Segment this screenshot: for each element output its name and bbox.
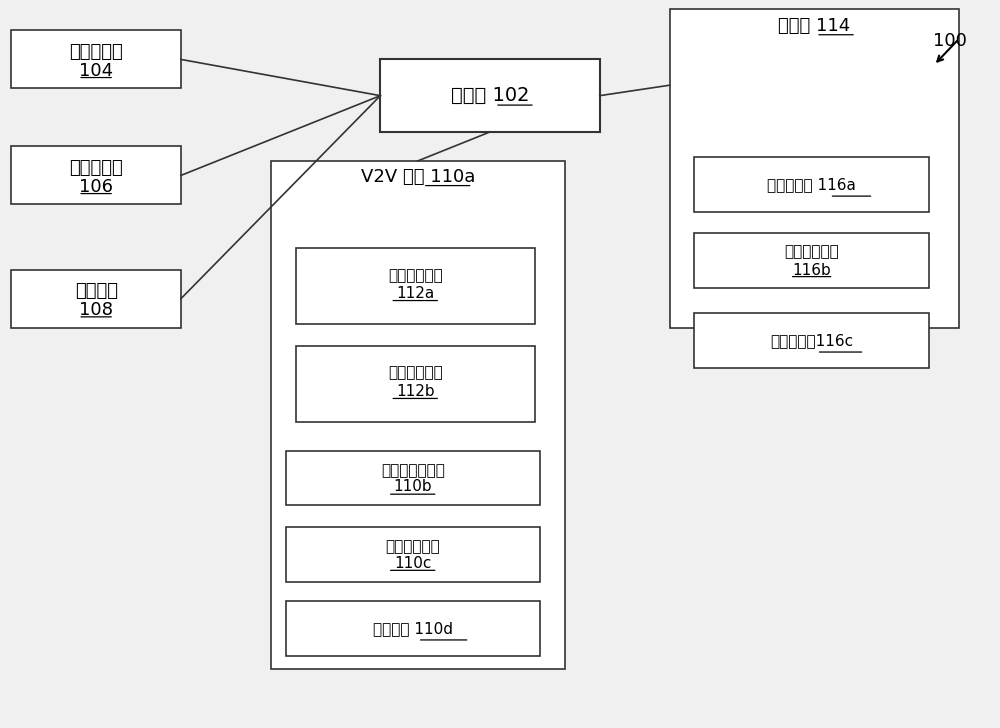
FancyBboxPatch shape [694, 157, 929, 212]
FancyBboxPatch shape [670, 9, 959, 328]
Text: 104: 104 [79, 62, 113, 80]
FancyBboxPatch shape [380, 60, 600, 132]
Text: 执行器 114: 执行器 114 [778, 17, 850, 35]
Text: 感测装置: 感测装置 [75, 282, 118, 301]
FancyBboxPatch shape [11, 146, 181, 205]
Text: 110c: 110c [394, 555, 431, 571]
Text: 位置验证模块: 位置验证模块 [388, 268, 443, 282]
Text: 112b: 112b [396, 384, 435, 399]
FancyBboxPatch shape [694, 234, 929, 288]
Text: 116b: 116b [792, 263, 831, 277]
FancyBboxPatch shape [694, 313, 929, 368]
Text: 制动执行器116c: 制动执行器116c [770, 333, 853, 348]
Text: 身份验证模块: 身份验证模块 [388, 365, 443, 381]
FancyBboxPatch shape [296, 346, 535, 422]
Text: 100: 100 [933, 32, 967, 50]
Text: 前视摄像机: 前视摄像机 [69, 43, 123, 61]
Text: 加速器执行器: 加速器执行器 [784, 244, 839, 258]
Text: 108: 108 [79, 301, 113, 320]
Text: 110b: 110b [393, 480, 432, 494]
Text: 控制器 102: 控制器 102 [451, 86, 529, 105]
FancyBboxPatch shape [11, 269, 181, 328]
FancyBboxPatch shape [271, 161, 565, 668]
Text: 后视摄像机: 后视摄像机 [69, 159, 123, 177]
Text: 障碍物识别模块: 障碍物识别模块 [381, 464, 445, 478]
FancyBboxPatch shape [11, 31, 181, 88]
Text: 决策模块 110d: 决策模块 110d [373, 621, 453, 636]
FancyBboxPatch shape [286, 527, 540, 582]
Text: 转向执行器 116a: 转向执行器 116a [767, 177, 856, 192]
Text: 106: 106 [79, 178, 113, 196]
FancyBboxPatch shape [286, 451, 540, 505]
Text: 112a: 112a [396, 286, 434, 301]
FancyBboxPatch shape [286, 601, 540, 655]
Text: V2V 模块 110a: V2V 模块 110a [361, 168, 475, 186]
FancyBboxPatch shape [296, 248, 535, 324]
Text: 碰撞预测模块: 碰撞预测模块 [385, 539, 440, 555]
